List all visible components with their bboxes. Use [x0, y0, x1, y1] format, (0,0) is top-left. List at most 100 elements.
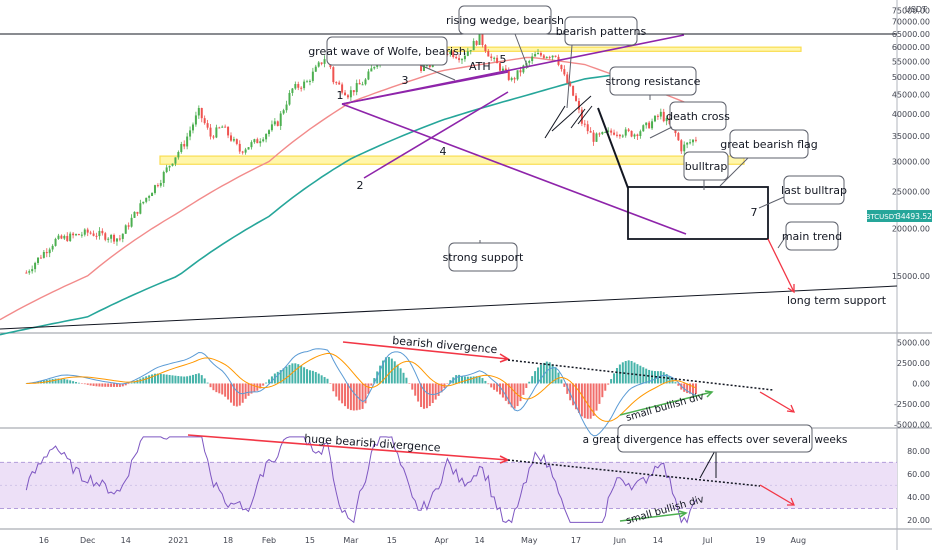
macd-bar — [279, 370, 282, 384]
macd-bar — [478, 375, 481, 384]
candle-body — [341, 84, 344, 93]
callout-main-trend: main trend — [777, 221, 842, 251]
candle-body — [159, 182, 162, 186]
macd-bar — [382, 360, 385, 384]
candle-body — [548, 56, 551, 58]
candle-body — [256, 139, 259, 144]
macd-bar — [420, 383, 423, 407]
candle-body — [428, 65, 431, 68]
candle-body — [212, 136, 215, 138]
macd-bar — [265, 382, 268, 384]
candle-body — [262, 139, 265, 142]
candle-body — [130, 217, 133, 227]
macd-bar — [335, 383, 338, 397]
callout-strong-support: strong support — [443, 240, 524, 272]
candle-body — [39, 257, 42, 259]
candle-body — [577, 100, 580, 110]
macd-bar — [329, 383, 332, 384]
candle-body — [613, 132, 616, 135]
candle-body — [466, 51, 469, 56]
macd-tick-label: 5000.00 — [897, 339, 930, 348]
candle-body — [127, 225, 130, 227]
candle-body — [344, 92, 347, 96]
candle-body — [72, 233, 75, 236]
main-trend-label: main trend — [782, 230, 842, 243]
macd-bar — [402, 372, 405, 384]
macd-bar — [627, 360, 630, 384]
candle-body — [110, 234, 113, 239]
macd-bar — [405, 377, 408, 384]
macd-bar — [598, 383, 601, 404]
macd-bar — [481, 378, 484, 384]
candle-body — [63, 235, 66, 239]
candle-body — [227, 126, 230, 136]
candle-body — [689, 142, 692, 144]
macd-bar — [361, 383, 364, 409]
date-tick-label: 15 — [305, 536, 315, 545]
macd-bar — [203, 378, 206, 384]
price-tick-label: 70000.00 — [892, 18, 930, 27]
candle-body — [98, 230, 101, 237]
macd-bar — [180, 376, 183, 384]
price-tick-label: 15000.00 — [892, 272, 930, 281]
candle-body — [554, 55, 557, 57]
candle-body — [45, 251, 48, 254]
macd-bar — [104, 383, 107, 387]
candle-body — [481, 33, 484, 46]
macd-bar — [645, 368, 648, 384]
candle-body — [665, 118, 668, 122]
macd-bar — [194, 374, 197, 384]
macd-bar — [189, 375, 192, 384]
macd-bar — [370, 383, 373, 386]
macd-bar — [624, 361, 627, 384]
macd-bar — [115, 383, 118, 387]
macd-bar — [113, 383, 116, 387]
macd-bar — [358, 383, 361, 410]
candle-body — [311, 71, 314, 81]
candle-body — [569, 83, 572, 86]
macd-tick-label: -2500.00 — [894, 400, 930, 409]
candle-body — [610, 130, 613, 133]
rsi-tick-label: 20.00 — [907, 516, 930, 525]
candle-body — [507, 70, 510, 80]
macd-bar — [665, 374, 668, 384]
currency-label: USDT — [905, 5, 927, 14]
candle-body — [595, 133, 598, 142]
macd-bar — [630, 361, 633, 384]
candle-body — [25, 272, 28, 274]
macd-bar — [145, 376, 148, 384]
candle-body — [542, 55, 545, 58]
date-tick-label: 14 — [121, 536, 131, 545]
price-tick-label: 35000.00 — [892, 132, 930, 141]
candle-body — [69, 233, 72, 241]
candle-body — [501, 68, 504, 71]
candle-body — [586, 124, 589, 132]
macd-tick-label: -5000.00 — [894, 420, 930, 429]
macd-bar — [215, 383, 218, 393]
candle-body — [680, 140, 683, 152]
candle-body — [291, 88, 294, 93]
candle-body — [352, 90, 355, 93]
candle-body — [221, 126, 224, 128]
macd-bar — [577, 383, 580, 413]
candle-body — [66, 235, 69, 241]
date-tick-label: 18 — [223, 536, 233, 545]
macd-bar — [569, 383, 572, 401]
candle-body — [592, 132, 595, 142]
candle-body — [633, 134, 636, 137]
macd-bar — [314, 372, 317, 384]
macd-bar — [218, 383, 221, 394]
macd-bar — [604, 383, 607, 391]
date-tick-label: Feb — [262, 536, 276, 545]
candle-body — [493, 57, 496, 59]
macd-trend-arrow — [759, 391, 796, 413]
macd-bar — [317, 373, 320, 384]
price-axis: 75000.00 70000.00 65000.00 60000.00 55000.00… — [892, 6, 930, 280]
macd-bar — [54, 378, 57, 384]
macd-bar — [384, 357, 387, 384]
candle-body — [370, 68, 373, 72]
ma-green-line — [0, 70, 696, 336]
macd-bar — [425, 383, 428, 409]
macd-bar — [262, 383, 265, 386]
